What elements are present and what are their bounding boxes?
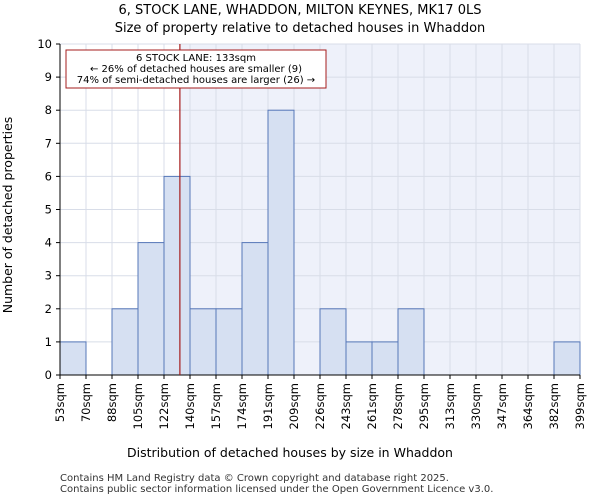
histogram-chart: 6, STOCK LANE, WHADDON, MILTON KEYNES, M…: [0, 3, 587, 460]
x-tick-label: 70sqm: [79, 383, 93, 422]
bar-157sqm: [215, 308, 243, 376]
y-tick-label: 5: [45, 203, 52, 217]
y-tick-label: 9: [45, 70, 52, 84]
x-tick-label: 140sqm: [183, 383, 197, 429]
x-axis-label: Distribution of detached houses by size …: [127, 445, 453, 460]
x-tick-label: 88sqm: [105, 383, 119, 422]
x-tick-label: 53sqm: [53, 383, 67, 422]
chart-title-line2: Size of property relative to detached ho…: [115, 21, 486, 36]
x-tick-label: 105sqm: [131, 383, 145, 429]
x-tick-label: 330sqm: [469, 383, 483, 429]
y-tick-label: 4: [45, 236, 52, 250]
y-tick-label: 3: [45, 269, 52, 283]
annotation-box: [65, 49, 327, 89]
bar-226sqm: [319, 308, 347, 376]
bar-105sqm: [137, 242, 165, 376]
plot-area: 0 1 2 3 4 5 6 7 8 9 10 53sqm 70sqm 88sqm 105sqm 122sqm 1…: [37, 37, 587, 429]
y-tick-label: 0: [45, 368, 52, 382]
x-tick-label: 243sqm: [339, 383, 353, 429]
x-tick-label: 174sqm: [235, 383, 249, 429]
x-tick-label: 191sqm: [261, 383, 275, 429]
bar-88sqm: [111, 308, 139, 376]
bar-174sqm: [241, 242, 269, 376]
x-tick-label: 347sqm: [495, 383, 509, 429]
x-tick-label: 364sqm: [521, 383, 535, 429]
bar-261sqm: [371, 341, 399, 376]
y-tick-label: 10: [37, 37, 52, 51]
bar-243sqm: [345, 341, 373, 376]
annotation-line2: ← 26% of detached houses are smaller (9): [90, 64, 302, 75]
x-tick-label: 226sqm: [313, 383, 327, 429]
y-tick-label: 7: [45, 136, 52, 150]
x-tick-label: 278sqm: [391, 383, 405, 429]
bar-278sqm: [397, 308, 425, 376]
footer-line1: Contains HM Land Registry data © Crown c…: [60, 473, 449, 484]
footer-line2: Contains public sector information licen…: [60, 484, 494, 495]
x-tick-label: 157sqm: [209, 383, 223, 429]
y-axis-label: Number of detached properties: [0, 117, 15, 314]
x-tick-label: 382sqm: [547, 383, 561, 429]
bar-140sqm: [189, 308, 217, 376]
x-tick-label: 122sqm: [157, 383, 171, 429]
bar-53sqm: [59, 341, 87, 376]
x-tick-label: 209sqm: [287, 383, 301, 429]
annotation-line1: 6 STOCK LANE: 133sqm: [136, 53, 256, 64]
x-tick-label: 261sqm: [365, 383, 379, 429]
y-tick-label: 8: [45, 103, 52, 117]
y-tick-label: 6: [45, 169, 52, 183]
bar-122sqm: [163, 175, 191, 376]
chart-title-line1: 6, STOCK LANE, WHADDON, MILTON KEYNES, M…: [119, 3, 482, 18]
x-tick-label: 313sqm: [443, 383, 457, 429]
annotation: 6 STOCK LANE: 133sqm ← 26% of detached h…: [65, 49, 327, 89]
y-tick-label: 2: [45, 302, 52, 316]
x-tick-label: 295sqm: [417, 383, 431, 429]
y-tick-label: 1: [45, 335, 52, 349]
bar-382sqm: [553, 341, 581, 376]
bar-191sqm: [267, 109, 295, 376]
x-tick-label: 399sqm: [573, 383, 587, 429]
annotation-line3: 74% of semi-detached houses are larger (…: [77, 75, 315, 86]
